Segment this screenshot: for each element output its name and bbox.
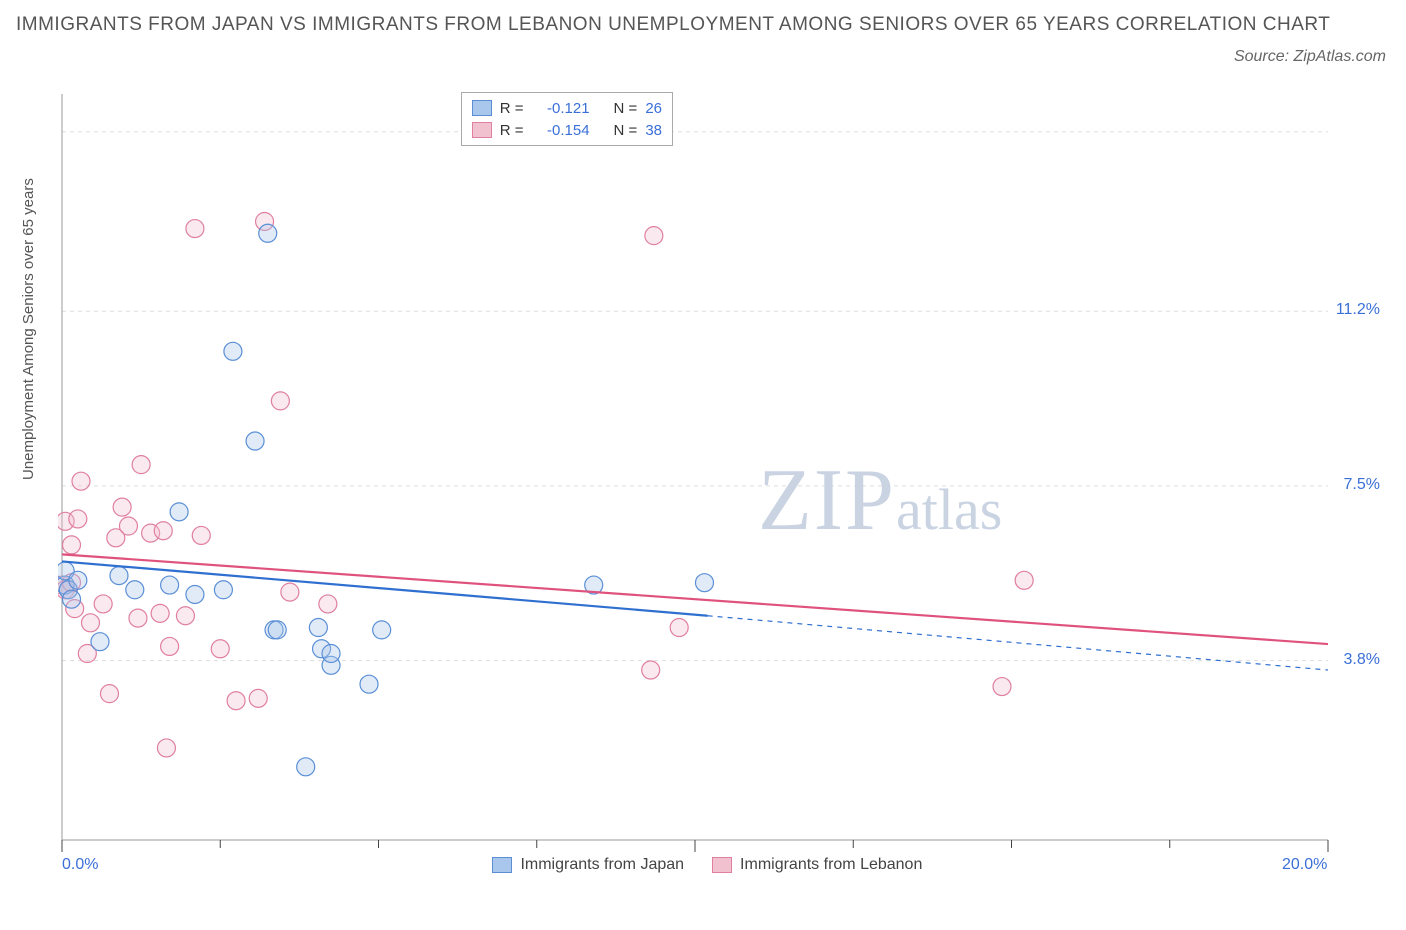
scatter-point (113, 498, 131, 516)
scatter-point (670, 619, 688, 637)
legend-row: R = -0.154 N = 38 (472, 119, 662, 141)
scatter-point (645, 227, 663, 245)
scatter-point (72, 472, 90, 490)
scatter-point (69, 510, 87, 528)
y-tick-label: 7.5% (1344, 476, 1380, 494)
scatter-point (214, 581, 232, 599)
legend-n-value: 38 (645, 122, 662, 139)
correlation-legend: R = -0.121 N = 26 R = -0.154 N = 38 (461, 92, 673, 146)
legend-item: Immigrants from Lebanon (712, 856, 922, 874)
legend-swatch (712, 857, 732, 873)
scatter-point (271, 392, 289, 410)
scatter-point (268, 621, 286, 639)
scatter-point (281, 583, 299, 601)
scatter-point (119, 517, 137, 535)
scatter-point (309, 619, 327, 637)
scatter-point (110, 567, 128, 585)
scatter-point (151, 604, 169, 622)
scatter-point (322, 645, 340, 663)
scatter-point (161, 637, 179, 655)
legend-r-value: -0.154 (532, 122, 590, 139)
scatter-point (360, 675, 378, 693)
scatter-point (81, 614, 99, 632)
scatter-point (176, 607, 194, 625)
scatter-point (186, 585, 204, 603)
legend-r-value: -0.121 (532, 100, 590, 117)
scatter-point (211, 640, 229, 658)
legend-n-label: N = (614, 122, 638, 139)
scatter-point (227, 692, 245, 710)
legend-r-label: R = (500, 122, 524, 139)
scatter-point (62, 590, 80, 608)
legend-swatch (492, 857, 512, 873)
scatter-point (161, 576, 179, 594)
scatter-point (259, 224, 277, 242)
scatter-point (157, 739, 175, 757)
scatter-point (170, 503, 188, 521)
scatter-point (297, 758, 315, 776)
legend-item: Immigrants from Japan (492, 856, 684, 874)
legend-n-value: 26 (645, 100, 662, 117)
scatter-point (695, 574, 713, 592)
y-tick-label: 3.8% (1344, 651, 1380, 669)
legend-r-label: R = (500, 100, 524, 117)
legend-swatch (472, 122, 492, 138)
trend-line-extrapolated (708, 616, 1328, 670)
scatter-point (69, 571, 87, 589)
legend-row: R = -0.121 N = 26 (472, 97, 662, 119)
scatter-point (100, 685, 118, 703)
scatter-plot (58, 90, 1388, 870)
scatter-point (91, 633, 109, 651)
scatter-point (192, 526, 210, 544)
scatter-point (126, 581, 144, 599)
page-title: IMMIGRANTS FROM JAPAN VS IMMIGRANTS FROM… (16, 10, 1386, 39)
scatter-point (186, 220, 204, 238)
scatter-point (154, 522, 172, 540)
legend-series-label: Immigrants from Japan (520, 856, 684, 874)
legend-n-label: N = (614, 100, 638, 117)
y-tick-label: 11.2% (1336, 301, 1380, 319)
series-legend: Immigrants from Japan Immigrants from Leb… (492, 856, 922, 874)
scatter-point (373, 621, 391, 639)
scatter-point (993, 678, 1011, 696)
scatter-point (129, 609, 147, 627)
scatter-point (246, 432, 264, 450)
scatter-point (62, 536, 80, 554)
source-attribution: Source: ZipAtlas.com (1234, 48, 1386, 66)
scatter-point (1015, 571, 1033, 589)
x-tick-label: 0.0% (62, 856, 98, 874)
scatter-point (132, 456, 150, 474)
scatter-point (642, 661, 660, 679)
legend-series-label: Immigrants from Lebanon (740, 856, 922, 874)
legend-swatch (472, 100, 492, 116)
scatter-point (319, 595, 337, 613)
chart-area: R =-0.121N =26R =-0.154N =38 ZIPatlas 3.… (58, 90, 1388, 870)
y-axis-label: Unemployment Among Seniors over 65 years (20, 178, 37, 480)
scatter-point (94, 595, 112, 613)
scatter-point (249, 689, 267, 707)
scatter-point (224, 342, 242, 360)
x-tick-label: 20.0% (1282, 856, 1327, 874)
trend-line (62, 554, 1328, 644)
